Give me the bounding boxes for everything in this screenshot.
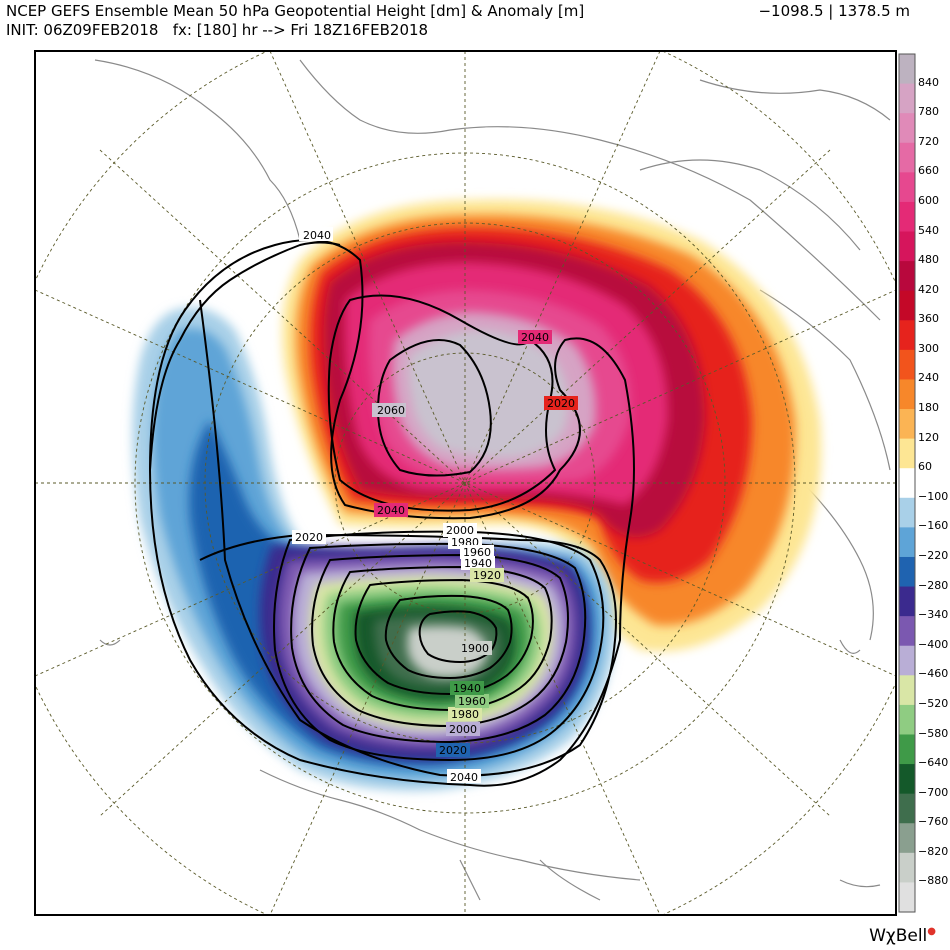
colorbar-label: 60 — [918, 460, 932, 474]
colorbar-label: 480 — [918, 253, 939, 267]
contour-label-2000: 2000 — [446, 524, 474, 537]
colorbar-swatch — [899, 142, 915, 173]
colorbar-swatch — [899, 645, 915, 676]
colorbar-label: 600 — [918, 193, 939, 207]
positive-anomaly — [282, 199, 822, 652]
colorbar-label: 420 — [918, 282, 939, 296]
colorbar-label: −280 — [918, 578, 949, 592]
colorbar-swatch — [899, 83, 915, 114]
colorbar-frame — [898, 53, 916, 913]
colorbar-swatch — [899, 409, 915, 440]
contour-label-2040: 2040 — [450, 771, 478, 784]
contour-label-1920: 1920 — [473, 569, 501, 582]
colorbar-swatch — [899, 882, 915, 913]
colorbar-swatch — [899, 172, 915, 203]
colorbar-label: −760 — [918, 815, 949, 829]
colorbar-swatch — [899, 261, 915, 292]
colorbar-swatch — [899, 379, 915, 410]
brand-logo: WχBell● — [869, 926, 936, 946]
contour-label-2040: 2040 — [303, 229, 331, 242]
colorbar-label: 120 — [918, 430, 939, 444]
contour-label-2040: 2040 — [377, 504, 405, 517]
colorbar-label: −880 — [918, 874, 949, 888]
colorbar-label: −820 — [918, 844, 949, 858]
colorbar-label: −400 — [918, 637, 949, 651]
colorbar-swatch — [899, 764, 915, 795]
colorbar-swatch — [899, 468, 915, 499]
contour-label-2040: 2040 — [521, 331, 549, 344]
contour-label-2000: 2000 — [449, 723, 477, 736]
colorbar-label: −460 — [918, 667, 949, 681]
colorbar-swatch — [899, 852, 915, 884]
contour-label-2020: 2020 — [439, 744, 467, 757]
contour-label-2020: 2020 — [547, 397, 575, 410]
colorbar-swatch — [899, 704, 915, 736]
map-frame — [34, 50, 897, 916]
contour-label-1960: 1960 — [458, 695, 486, 708]
contour-label-2060: 2060 — [377, 404, 405, 417]
coastlines — [94, 59, 891, 901]
colorbar-swatch — [899, 556, 915, 588]
colorbar-swatch — [899, 586, 915, 617]
contour-label-1980: 1980 — [451, 708, 479, 721]
colorbar-swatch — [899, 497, 915, 528]
colorbar-swatch — [899, 54, 915, 85]
contour-labels: 2060 2040 2040 2040 2040 2020 2020 2020 … — [292, 227, 578, 784]
colorbar-swatch — [899, 349, 915, 381]
colorbar-label: 720 — [918, 134, 939, 148]
colorbar-label: 540 — [918, 223, 939, 237]
colorbar-label: −100 — [918, 489, 949, 503]
colorbar-label: 840 — [918, 75, 939, 89]
colorbar-swatch — [899, 113, 915, 144]
colorbar-label: −700 — [918, 785, 949, 799]
colorbar-label: 300 — [918, 341, 939, 355]
colorbar-label: −340 — [918, 608, 949, 622]
colorbar-swatch — [899, 320, 915, 351]
colorbar-swatch — [899, 823, 915, 854]
colorbar-swatch — [899, 231, 915, 262]
contour-label-1900: 1900 — [461, 642, 489, 655]
colorbar-label: −580 — [918, 726, 949, 740]
colorbar-label: 180 — [918, 401, 939, 414]
colorbar-swatch — [899, 438, 915, 469]
colorbar — [899, 54, 915, 913]
contour-label-2020: 2020 — [295, 531, 323, 544]
colorbar-swatch — [899, 616, 915, 647]
colorbar-label: 360 — [918, 312, 939, 326]
colorbar-label: −220 — [918, 549, 949, 562]
height-contours — [148, 239, 635, 787]
contour-label-1960: 1960 — [463, 546, 491, 559]
contour-label-1940: 1940 — [464, 557, 492, 570]
colorbar-label: −160 — [918, 519, 949, 533]
colorbar-swatch — [899, 527, 915, 558]
value-range: −1098.5 | 1378.5 m — [758, 2, 910, 20]
colorbar-swatch — [899, 793, 915, 824]
colorbar-swatch — [899, 734, 915, 765]
colorbar-label: −520 — [918, 696, 949, 710]
colorbar-swatch — [899, 675, 915, 706]
colorbar-label: 780 — [918, 105, 939, 119]
colorbar-label: −640 — [918, 756, 949, 770]
colorbar-label: 660 — [918, 164, 939, 178]
map-title: NCEP GEFS Ensemble Mean 50 hPa Geopotent… — [6, 2, 585, 20]
colorbar-swatch — [899, 290, 915, 321]
init-time: INIT: 06Z09FEB2018 fx: [180] hr --> Fri … — [6, 21, 429, 39]
colorbar-label: 240 — [918, 371, 939, 385]
contour-label-1940: 1940 — [453, 682, 481, 695]
colorbar-swatch — [899, 201, 915, 233]
